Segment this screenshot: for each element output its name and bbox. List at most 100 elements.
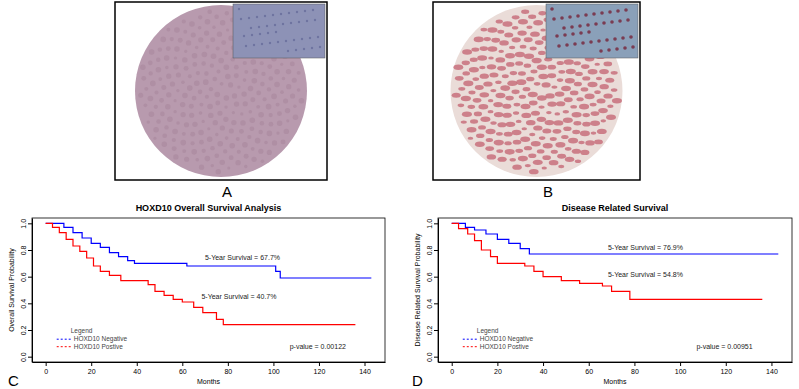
tissue-texture bbox=[216, 169, 221, 174]
tissue-texture bbox=[223, 149, 227, 153]
tissue-texture bbox=[528, 92, 538, 98]
tissue-texture bbox=[517, 30, 526, 35]
tissue-texture bbox=[486, 138, 493, 142]
inset-texture bbox=[243, 35, 245, 37]
tissue-texture bbox=[510, 158, 516, 162]
tissue-texture bbox=[463, 81, 473, 87]
tissue-texture bbox=[165, 66, 168, 69]
tissue-texture bbox=[232, 111, 235, 114]
tissue-texture bbox=[282, 77, 285, 80]
tissue-texture bbox=[176, 72, 181, 77]
tissue-texture bbox=[455, 76, 464, 81]
tissue-texture bbox=[580, 150, 589, 155]
tissue-texture bbox=[504, 132, 513, 137]
tissue-texture bbox=[234, 73, 239, 78]
tissue-texture bbox=[277, 111, 282, 116]
km-chart: HOXD10 Overall Survival Analysis02040608… bbox=[8, 203, 386, 385]
tissue-texture bbox=[243, 78, 247, 82]
tissue-texture bbox=[493, 102, 503, 107]
tissue-texture bbox=[260, 82, 265, 87]
tissue-texture bbox=[606, 114, 616, 120]
tissue-texture bbox=[521, 9, 529, 14]
inset-texture bbox=[245, 45, 247, 47]
legend-label: HOXD10 Postive bbox=[480, 343, 530, 350]
inset-texture bbox=[282, 23, 284, 25]
tissue-texture bbox=[140, 64, 145, 69]
inset-texture bbox=[599, 49, 603, 53]
tissue-texture bbox=[269, 113, 273, 117]
tissue-texture bbox=[462, 61, 470, 66]
x-tick-label: 20 bbox=[494, 368, 502, 375]
tissue-texture bbox=[579, 104, 589, 110]
tissue-texture bbox=[533, 125, 542, 130]
tissue-texture bbox=[537, 149, 545, 153]
tissue-texture bbox=[248, 86, 253, 91]
y-tick-mark bbox=[28, 277, 32, 278]
inset-texture bbox=[610, 20, 614, 24]
inset-texture bbox=[303, 48, 305, 50]
tissue-texture bbox=[172, 129, 178, 135]
x-axis: 020406080100120140 bbox=[439, 362, 793, 375]
tissue-texture bbox=[574, 61, 581, 65]
tissue-texture bbox=[220, 160, 225, 165]
tissue-texture bbox=[180, 102, 185, 107]
legend-title: Legend bbox=[477, 327, 499, 335]
tissue-texture bbox=[232, 93, 237, 98]
tissue-texture bbox=[545, 93, 554, 98]
tissue-texture bbox=[181, 80, 185, 84]
tissue-texture bbox=[211, 164, 214, 167]
tissue-texture bbox=[612, 98, 622, 104]
tissue-texture bbox=[495, 80, 501, 84]
x-tick-mark bbox=[46, 362, 47, 366]
tissue-texture bbox=[209, 87, 213, 91]
tissue-texture bbox=[563, 110, 569, 113]
tissue-texture bbox=[297, 71, 301, 75]
tissue-texture bbox=[524, 64, 532, 68]
tissue-texture bbox=[486, 129, 496, 135]
tissue-texture bbox=[178, 38, 183, 43]
x-tick: 80 bbox=[631, 362, 639, 375]
x-tick-mark bbox=[543, 362, 544, 366]
tissue-texture bbox=[153, 127, 158, 132]
tissue-texture bbox=[286, 84, 291, 89]
tissue-texture bbox=[156, 58, 160, 62]
tissue-texture bbox=[574, 82, 582, 87]
tissue-texture bbox=[514, 103, 521, 107]
tissue-texture bbox=[480, 46, 488, 51]
tissue-texture bbox=[563, 117, 573, 123]
tissue-texture bbox=[225, 74, 230, 79]
tissue-texture bbox=[250, 97, 255, 102]
inset-texture bbox=[253, 44, 255, 46]
tissue-texture bbox=[506, 62, 514, 67]
legend: LegendHOXD10 NegativeHOXD10 Postive bbox=[463, 327, 534, 350]
tissue-texture bbox=[545, 120, 555, 125]
tissue-texture bbox=[213, 120, 218, 125]
tissue-texture bbox=[258, 149, 263, 154]
tissue-texture bbox=[479, 92, 489, 97]
y-tick-mark bbox=[434, 250, 438, 251]
tissue-texture bbox=[217, 31, 222, 36]
tissue-texture bbox=[256, 105, 260, 109]
tissue-texture bbox=[505, 96, 514, 101]
inset-texture bbox=[304, 10, 306, 12]
inset-texture bbox=[597, 39, 601, 43]
x-tick: 100 bbox=[675, 362, 687, 375]
inset-texture bbox=[312, 9, 314, 11]
tissue-texture bbox=[513, 140, 521, 145]
tissue-texture bbox=[284, 129, 289, 134]
tissue-texture bbox=[458, 104, 465, 108]
tissue-texture bbox=[546, 111, 552, 114]
inset-texture bbox=[629, 35, 633, 39]
tissue-texture bbox=[542, 82, 551, 87]
tissue-texture bbox=[572, 112, 582, 118]
tissue-texture bbox=[539, 136, 546, 140]
tissue-texture bbox=[256, 91, 261, 96]
tissue-texture bbox=[599, 69, 609, 74]
tissue-texture bbox=[528, 14, 536, 19]
tissue-texture bbox=[184, 66, 189, 71]
legend-swatch bbox=[57, 346, 71, 347]
tissue-texture bbox=[512, 26, 518, 30]
tissue-texture bbox=[252, 69, 258, 75]
tissue-texture bbox=[182, 57, 187, 62]
tissue-texture bbox=[244, 154, 249, 159]
